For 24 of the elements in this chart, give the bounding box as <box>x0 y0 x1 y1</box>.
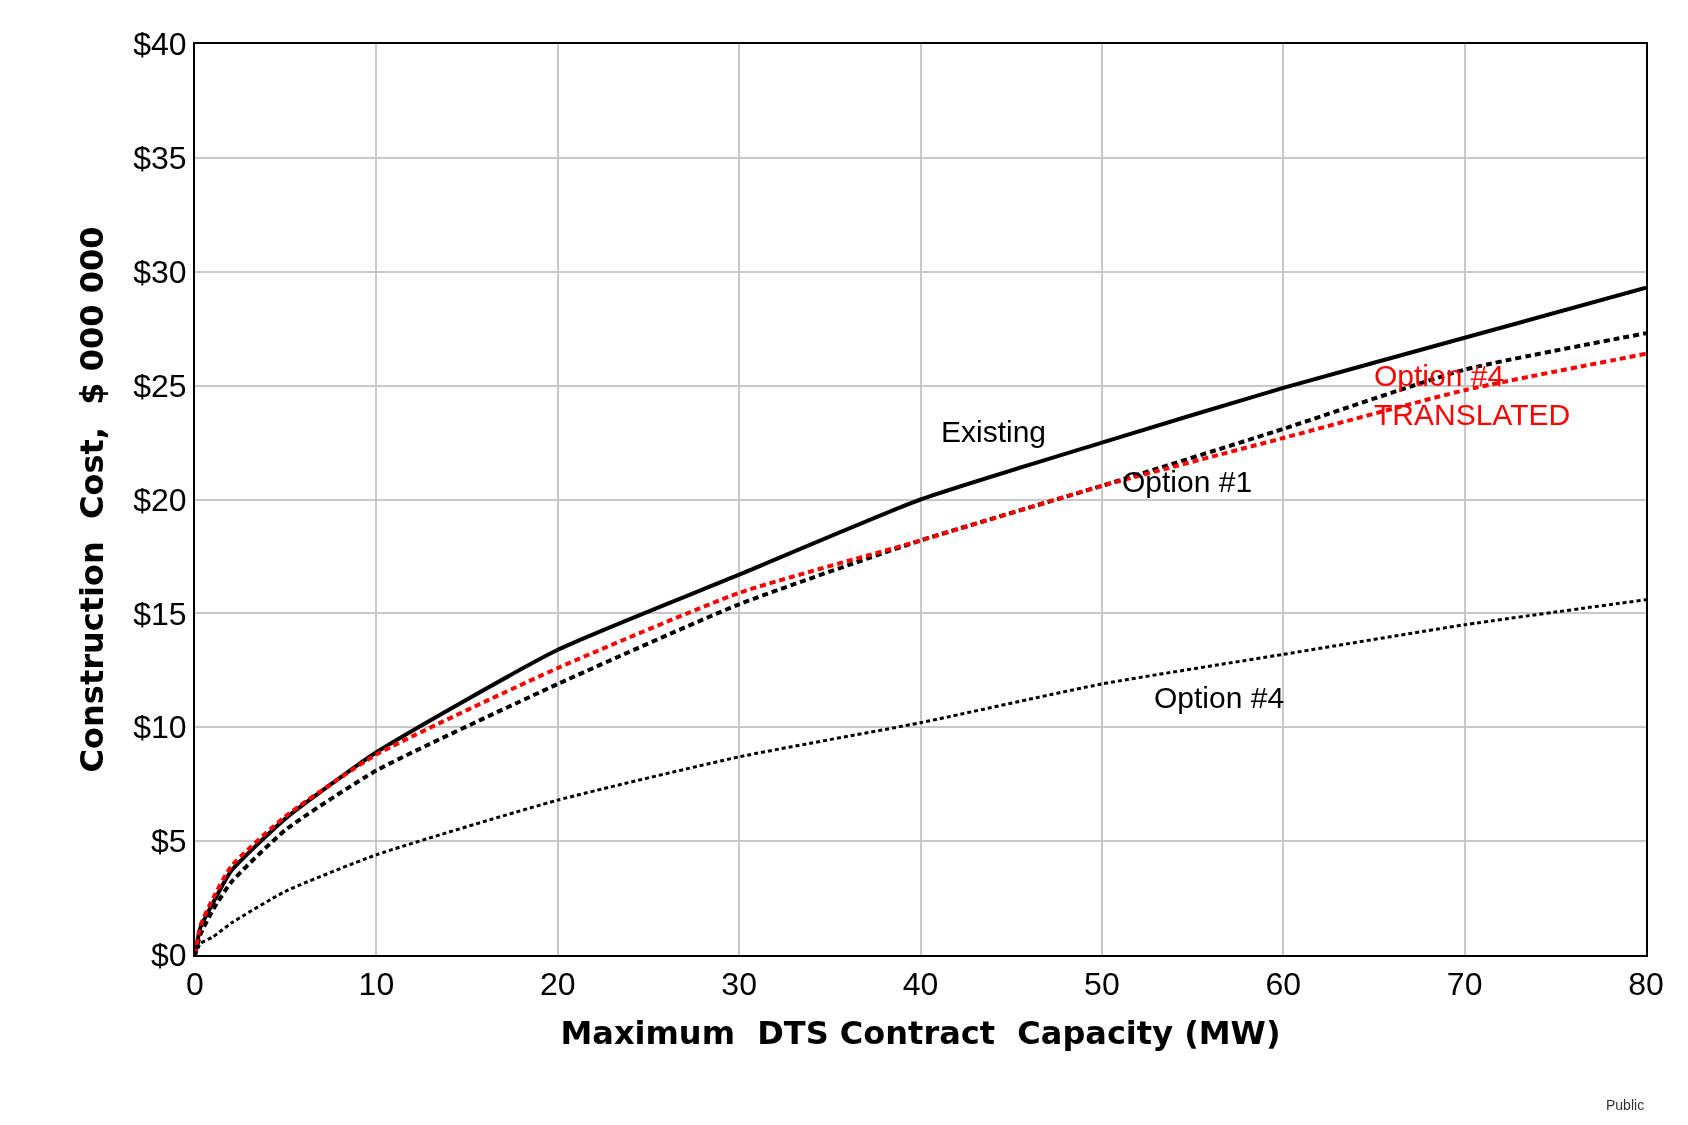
x-tick-label: 20 <box>539 966 576 1003</box>
x-tick-label: 80 <box>1628 966 1664 1003</box>
y-tick-label: $35 <box>133 140 187 177</box>
x-tick-label: 0 <box>186 966 204 1003</box>
y-tick-label: $10 <box>133 709 187 746</box>
y-tick-label: $40 <box>133 26 187 63</box>
x-tick-label: 30 <box>721 966 757 1003</box>
y-tick-label: $20 <box>133 481 187 518</box>
annotation: Existing <box>941 415 1047 448</box>
x-tick-label: 70 <box>1446 966 1483 1003</box>
y-tick-label: $30 <box>133 253 187 290</box>
annotation: Option #4 <box>1154 681 1285 714</box>
y-tick-label: $25 <box>133 367 187 404</box>
x-axis-title: Maximum DTS Contract Capacity (MW) <box>560 1013 1281 1052</box>
text: Public <box>1606 1097 1645 1113</box>
y-tick-label: $0 <box>151 937 187 974</box>
x-tick-label: 10 <box>358 966 395 1003</box>
annotation: Option #1 <box>1122 465 1253 498</box>
x-tick-label: 60 <box>1265 966 1302 1003</box>
x-tick-label: 40 <box>902 966 939 1003</box>
y-axis-title: Construction Cost, $ 000 000 <box>73 226 112 773</box>
y-tick-label: $15 <box>133 595 187 632</box>
y-tick-label: $5 <box>151 823 187 860</box>
x-tick-label: 50 <box>1084 966 1120 1003</box>
